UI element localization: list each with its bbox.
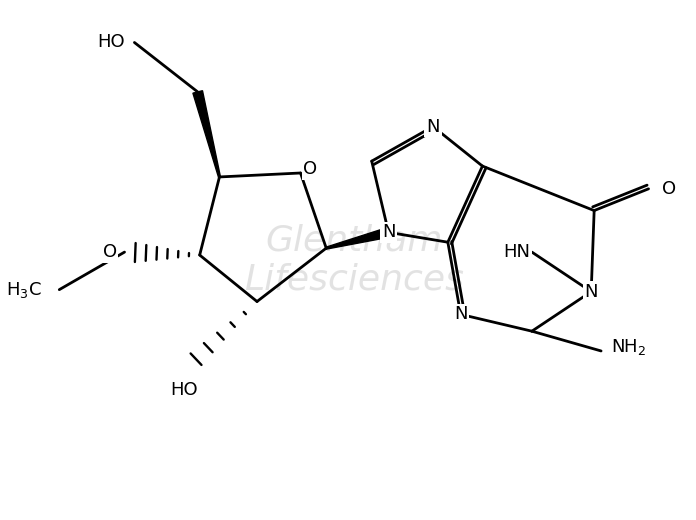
Text: H$_3$C: H$_3$C [6,280,42,300]
Text: Glentham
Lifesciences: Glentham Lifesciences [244,223,464,297]
Text: HO: HO [170,381,198,399]
Text: NH$_2$: NH$_2$ [611,337,647,357]
Text: N: N [585,283,598,301]
Text: N: N [454,305,468,323]
Text: O: O [303,160,317,178]
Text: N: N [382,223,395,241]
Polygon shape [193,90,221,177]
Text: HN: HN [503,243,530,261]
Text: O: O [102,243,117,261]
Polygon shape [326,228,390,249]
Text: N: N [426,118,440,136]
Text: O: O [663,180,677,198]
Text: HO: HO [97,33,125,51]
